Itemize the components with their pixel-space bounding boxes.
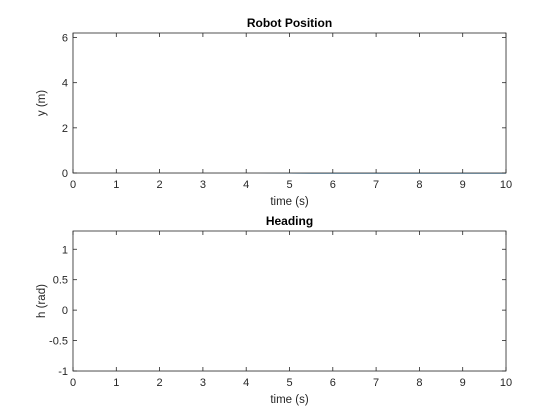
position-x-tick-label: 7 [373,179,379,191]
heading-y-tick-label: -0.5 [49,336,68,348]
heading-x-tick-label: 8 [416,377,422,389]
heading-x-tick-label: 0 [70,377,76,389]
heading-x-tick-label: 3 [200,377,206,389]
robot-position-subplot: 0 1 2 3 4 5 6 7 8 9 10 0 2 4 6 Robot Position time (s) y … [36,16,512,208]
position-x-tick-label: 10 [500,179,512,191]
position-x-tick-label: 0 [70,179,76,191]
heading-subplot: 0 1 2 3 4 5 6 7 8 9 10 -1 -0.5 0 0.5 1 Heading time (s) h … [36,214,512,406]
heading-y-tick-label: -1 [58,366,68,378]
heading-y-tick-label: 1 [62,244,68,256]
heading-y-tick-label: 0 [62,305,68,317]
heading-x-tick-label: 5 [286,377,292,389]
heading-title: Heading [266,214,313,228]
position-x-tick-label: 3 [200,179,206,191]
position-y-tick-label: 6 [62,33,68,45]
heading-x-tick-label: 1 [113,377,119,389]
heading-x-axis-label: time (s) [270,394,309,406]
heading-x-tick-label: 7 [373,377,379,389]
position-x-tick-label: 2 [157,179,163,191]
heading-x-tick-label: 6 [330,377,336,389]
position-x-axis-label: time (s) [270,196,309,208]
heading-axes-box [72,230,507,372]
heading-y-tick-label: 0.5 [53,275,68,287]
position-x-tick-label: 1 [113,179,119,191]
heading-x-tick-label: 10 [500,377,512,389]
position-axes-box [72,32,507,174]
heading-x-tick-label: 9 [460,377,466,389]
heading-x-tick-label: 4 [243,377,249,389]
position-title: Robot Position [247,16,332,30]
position-x-tick-label: 9 [460,179,466,191]
position-x-tick-label: 8 [416,179,422,191]
position-y-tick-label: 2 [62,123,68,135]
position-x-tick-label: 5 [286,179,292,191]
position-y-axis-label: y (m) [36,90,48,116]
position-y-tick-label: 0 [62,168,68,180]
heading-x-tick-label: 2 [157,377,163,389]
position-x-tick-label: 6 [330,179,336,191]
position-x-tick-label: 4 [243,179,249,191]
position-y-tick-label: 4 [62,78,68,90]
heading-y-axis-label: h (rad) [36,284,48,318]
